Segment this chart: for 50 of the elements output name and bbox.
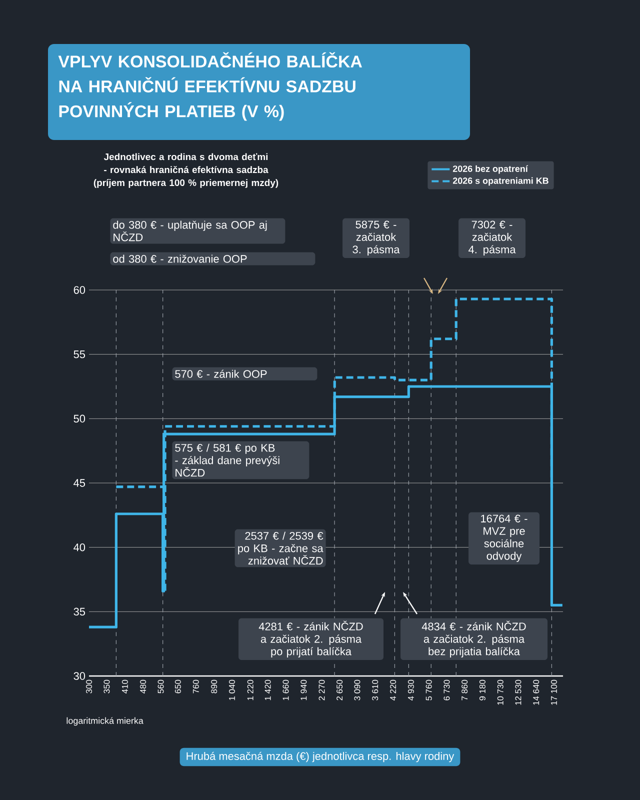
x-tick-label: 1 940 <box>300 680 307 700</box>
chart-subtitle: Jednotlivec a rodina s dvoma deťmi - rovnaká hraničná efektívna sadzba (príjem partnera 100 % priemernej mzdy) <box>94 153 278 188</box>
y-tick-label: 60 <box>74 286 86 294</box>
text: od 380 € - znižovanie OOP <box>113 254 247 263</box>
x-tick-label: 12 530 <box>515 680 522 705</box>
annotation: 4281 € - zánik NČZD a začiatok 2. pásma po prijatí balíčka <box>258 620 363 658</box>
y-tick-label: 30 <box>74 672 86 680</box>
x-tick-label: 1 040 <box>228 680 235 700</box>
x-tick-label: 10 730 <box>497 680 504 705</box>
x-tick-label: 4 220 <box>390 680 396 701</box>
x-tick-label: 9 180 <box>479 680 486 700</box>
x-tick-label: 1 220 <box>247 680 254 700</box>
text: do 380 € - uplatňuje sa OOP aj NČZD <box>113 220 267 242</box>
x-tick-label: 560 <box>158 680 164 694</box>
annotation: 575 € / 581 € po KB - základ dane prevýši NČZD <box>175 444 280 477</box>
x-tick-label: 2 270 <box>318 680 325 700</box>
x-tick-label: 5 760 <box>426 680 432 700</box>
x-tick-label: 2 650 <box>336 680 343 700</box>
x-tick-label: 890 <box>211 680 218 694</box>
x-tick-label: 480 <box>140 680 146 694</box>
x-tick-label: 14 640 <box>533 680 540 705</box>
annotation: 570 € - zánik OOP <box>175 370 267 378</box>
text: 7302 € - začiatok 4. pásma <box>468 220 516 256</box>
chart-title: VPLYV KONSOLIDAČNÉHO BALÍČKA NA HRANIČNÚ EFEKTÍVNU SADZBU POVINNÝCH PLATIEB (V %) <box>58 52 362 121</box>
x-tick-label: 300 <box>86 680 92 694</box>
x-tick-label: 350 <box>104 680 110 694</box>
annotation: 2537 € / 2539 € po KB - začne sa znižovať NČZD <box>238 532 324 565</box>
x-axis-title: Hrubá mesačná mzda (€) jednotlivca resp. hlavy rodiny <box>186 752 454 762</box>
x-tick-label: 650 <box>174 680 181 694</box>
legend-label: 2026 bez opatrení <box>452 165 528 174</box>
y-tick-label: 50 <box>74 414 86 423</box>
annotation: 4834 € - zánik NČZD a začiatok 2. pásma bez prijatia balíčka <box>422 620 526 658</box>
x-tick-label: 1 420 <box>264 680 271 700</box>
x-tick-label: 410 <box>122 680 128 694</box>
y-tick-label: 40 <box>74 543 86 552</box>
x-tick-label: 6 730 <box>444 680 450 700</box>
x-tick-label: 1 660 <box>282 680 289 700</box>
text: 5875 € - začiatok 3. pásma <box>352 220 400 256</box>
x-tick-label: 7 860 <box>462 680 468 700</box>
x-tick-label: 17 100 <box>550 680 557 705</box>
y-tick-label: 45 <box>74 479 86 487</box>
x-tick-label: 4 930 <box>408 680 414 701</box>
x-tick-label: 3 610 <box>372 680 378 700</box>
x-tick-label: 760 <box>192 680 199 694</box>
y-tick-label: 35 <box>74 608 86 616</box>
legend-label: 2026 s opatreniami KB <box>452 177 548 186</box>
y-tick-label: 55 <box>74 350 86 358</box>
x-tick-label: 3 090 <box>354 680 360 700</box>
annotation: 16764 € - MVZ pre sociálne odvody <box>481 514 528 562</box>
text: logaritmická mierka <box>66 717 144 726</box>
